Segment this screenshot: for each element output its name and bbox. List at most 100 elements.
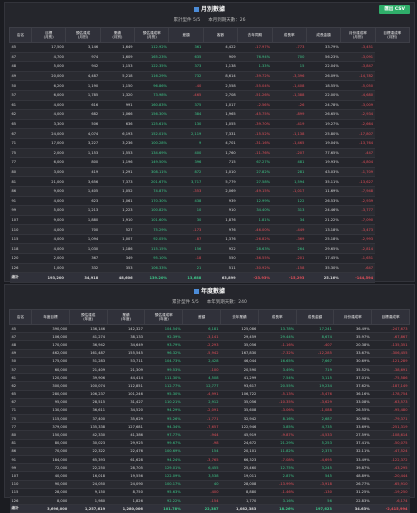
cell: 122.35%: [134, 61, 169, 72]
cell: 3,717: [168, 176, 204, 187]
cell: 26.55%: [333, 406, 372, 416]
cell: 135,338: [69, 422, 108, 432]
cell: 19,011: [220, 471, 259, 481]
cell: -369: [272, 234, 307, 245]
cell: -1,408: [272, 80, 307, 91]
cell: -158: [272, 263, 307, 274]
cell: 4,700: [31, 52, 66, 63]
cell: -187,149: [371, 381, 410, 391]
cell: 24,000: [31, 128, 66, 139]
cell: -1,017: [272, 186, 307, 197]
icon: [193, 288, 199, 294]
cell: 800: [65, 157, 101, 168]
table-row: 110 4,000 700 527 75.29% -173 976 -46.00% -449 13…: [9, 224, 410, 235]
cell: 616: [65, 100, 101, 111]
cell: 1,785: [65, 90, 101, 101]
cell: 3,236: [100, 138, 135, 149]
cell: -5,476: [296, 390, 334, 399]
cell: 100,074: [69, 381, 108, 391]
cell: 61: [9, 100, 32, 111]
cell: 112,851: [107, 381, 145, 391]
column-header: 成長率: [257, 309, 297, 325]
table-row: 86 70,000 22,322 22,476 100.69% 154 20,101 11.8…: [9, 447, 410, 457]
cell: 19.04%: [306, 138, 341, 149]
cell: -38,691: [371, 365, 410, 375]
cell: -4,680: [340, 90, 376, 101]
column-header: 店名: [9, 309, 32, 325]
cell: 44,414: [107, 373, 145, 383]
cell: 65: [9, 119, 32, 130]
info-line: 累計型件 5/5 本年到期天數：240: [5, 298, 414, 307]
cell: 1,017: [203, 100, 238, 111]
cell: -419: [272, 119, 307, 130]
cell: 332: [65, 263, 101, 274]
section-header: 月別數據 匯出 CSV: [5, 3, 414, 16]
cell: 1,153: [65, 148, 101, 159]
cell: -2,293: [182, 340, 221, 350]
cell: -3,091: [340, 52, 376, 63]
cell: 2,000: [31, 253, 66, 264]
cell: -449: [272, 224, 307, 235]
export-button[interactable]: 匯出 CSV: [379, 5, 410, 14]
cell: 17,500: [31, 42, 66, 53]
cell: 3,538: [182, 471, 221, 481]
table-row: 80 3,000 419 1,291 308.11% 872 1,010 27.82% 281 4…: [9, 167, 410, 178]
cell: 99.67%: [144, 439, 183, 448]
cell: 136,146: [69, 324, 108, 334]
cell: 107: [9, 215, 32, 226]
table-row: 80 150,000 42,330 41,386 97.77% -944 45,919 -9.…: [9, 430, 410, 440]
cell: 1,082,383: [220, 504, 259, 513]
cell: -2,939: [340, 196, 376, 207]
cell: 33.08%: [333, 398, 372, 407]
total-row: 總計 3,696,000 1,257,619 1,280,006 101.78% 22,3…: [9, 504, 410, 513]
table-row: 62 300,000 100,074 112,851 112.77% 12,777 93,6…: [9, 381, 410, 391]
cell: -4,991: [182, 390, 221, 399]
cell: 4,000: [31, 234, 66, 245]
column-header: 成長率: [271, 27, 307, 43]
cell: 3.49%: [258, 365, 297, 375]
cell: 97.77%: [144, 430, 183, 440]
cell: -17.97%: [237, 42, 273, 53]
cell: -1.16%: [258, 340, 297, 350]
cell: 41,274: [69, 332, 108, 342]
cell: 3,000: [31, 167, 66, 178]
cell: 73.98%: [134, 90, 169, 101]
header-row: 店名 年度目標 預估達成 (年度) 業績 (年度) 預估達成率 (年度) 差額 去年業績 成長…: [9, 309, 410, 325]
cell: 37.41%: [333, 439, 372, 448]
cell: 28,705: [107, 463, 145, 473]
cell: 1,138: [203, 61, 238, 72]
column-header: 預估達成率 (年度): [144, 309, 184, 325]
cell: 170.30%: [134, 196, 169, 207]
cell: -17,807: [340, 128, 376, 139]
cell: 94.34%: [144, 422, 183, 432]
cell: 5,000: [31, 61, 66, 72]
cell: 3,300: [31, 119, 66, 130]
cell: 201.67%: [134, 176, 169, 187]
cell: -14,782: [340, 71, 376, 82]
cell: 42,330: [69, 430, 108, 440]
cell: 18.26%: [258, 504, 297, 513]
table-row: 45 390,000 136,146 142,327 104.54% 6,181 125,0…: [9, 324, 410, 334]
section-title: 月別數據: [200, 6, 225, 13]
cell: -3,777: [340, 205, 376, 216]
cell: -11.76%: [237, 148, 273, 159]
cell: 65: [9, 390, 32, 399]
cell: 96.86%: [134, 80, 169, 91]
cell: -3,629: [296, 398, 334, 407]
cell: 4,422: [203, 42, 238, 53]
cell: 100.17%: [144, 480, 183, 489]
cell: -407: [296, 340, 334, 350]
cell: -3,396: [272, 71, 307, 82]
cell: 4,000: [31, 224, 66, 235]
cell: 700: [65, 224, 101, 235]
cell: -773: [272, 42, 307, 53]
cell: -647: [340, 263, 376, 274]
cell: 72,000: [31, 463, 70, 473]
cell: -3,141: [182, 332, 221, 342]
cell: 313: [272, 205, 307, 216]
column-header: 目標達成率: [371, 309, 410, 325]
cell: 8,674: [296, 332, 334, 342]
cell: 193,200: [31, 272, 66, 283]
cell: 110: [9, 480, 32, 489]
cell: 4,701: [203, 138, 238, 149]
